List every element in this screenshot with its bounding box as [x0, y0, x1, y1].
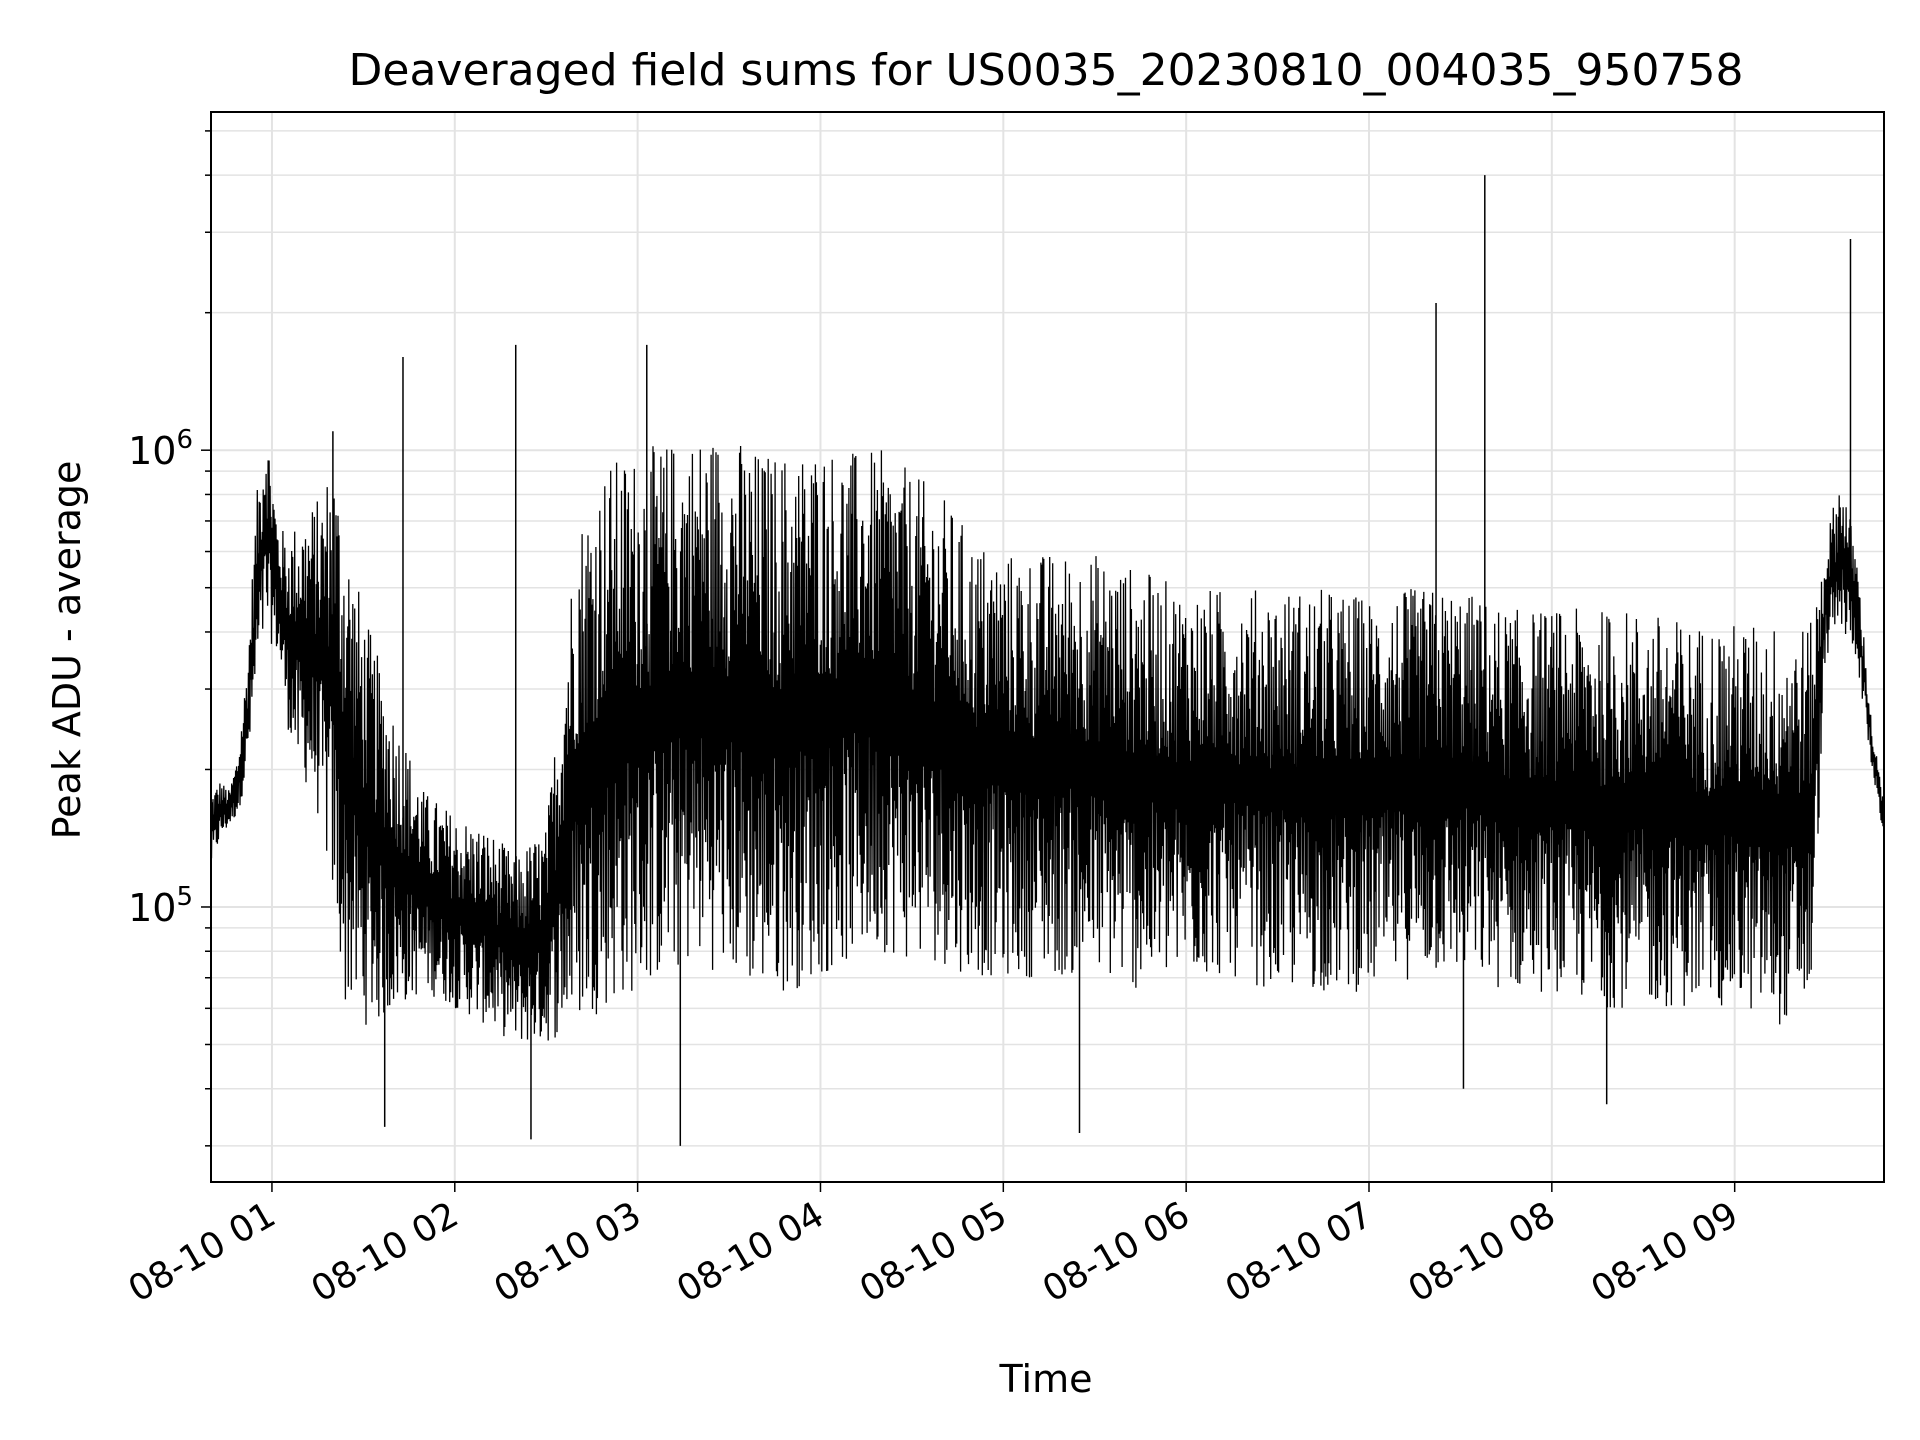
- y-axis-label: Peak ADU - average: [45, 461, 89, 840]
- y-tick-label: 106: [128, 425, 193, 473]
- y-axis: 105 106: [128, 130, 211, 1147]
- chart-title: Deaveraged field sums for US0035_2023081…: [349, 45, 1744, 96]
- x-axis-label: Time: [999, 1357, 1093, 1401]
- plot-area: [210, 175, 1885, 1146]
- data-series-line: [210, 445, 1885, 1041]
- y-tick-label: 105: [128, 882, 193, 930]
- plot-frame: [210, 111, 1885, 1183]
